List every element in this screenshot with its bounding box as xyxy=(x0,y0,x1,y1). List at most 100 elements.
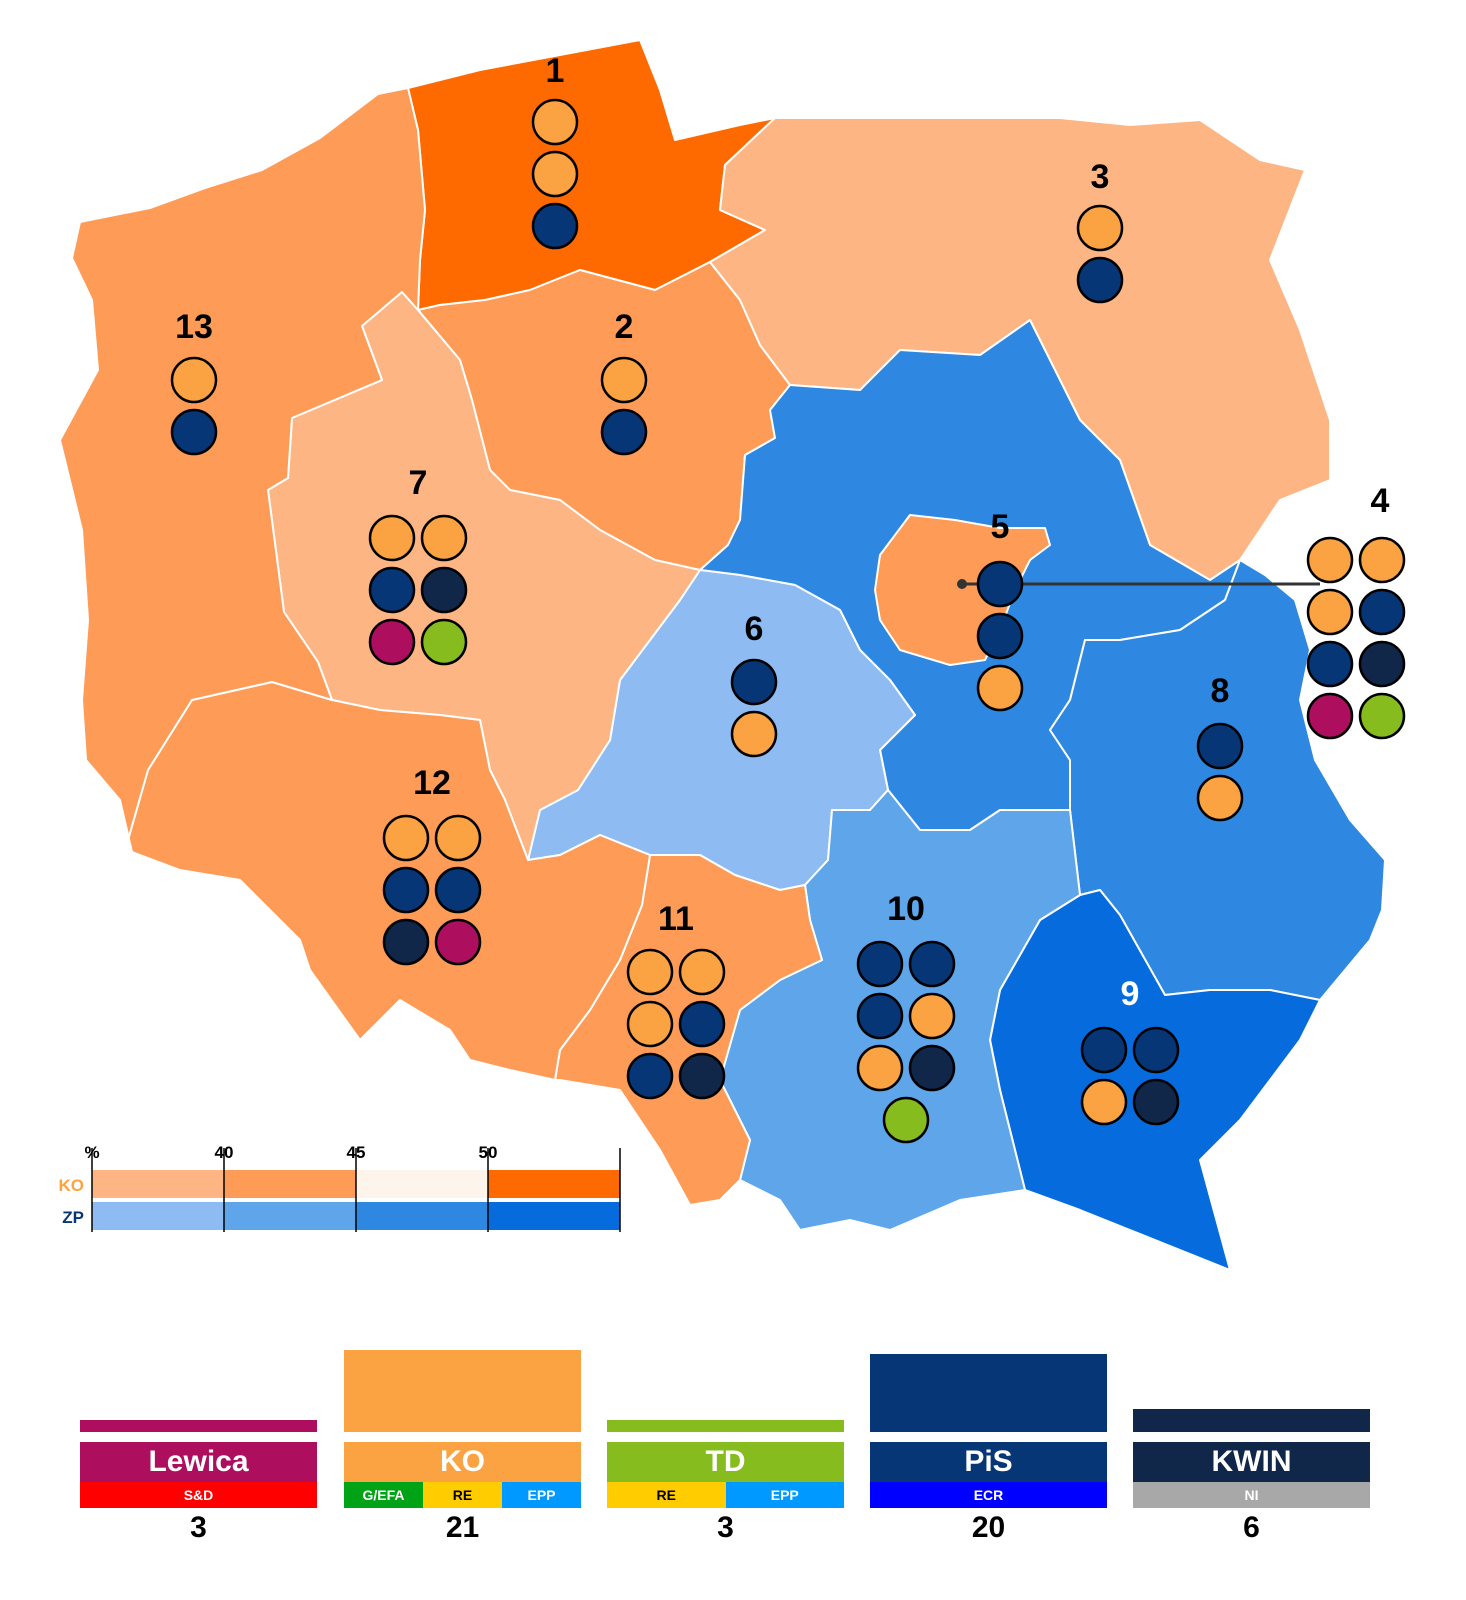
region-label-12: 12 xyxy=(413,764,451,802)
region-5-marker-dot xyxy=(957,579,967,589)
party-seat-count: 6 xyxy=(1243,1511,1260,1544)
region-label-9: 9 xyxy=(1121,975,1140,1013)
mep-dot-ko xyxy=(908,992,956,1040)
mep-dot-ko xyxy=(531,98,579,146)
mep-dot-ko xyxy=(678,948,726,996)
ep-group-epp: EPP xyxy=(725,1482,844,1508)
region-label-10: 10 xyxy=(887,890,925,928)
ep-group-epp: EPP xyxy=(502,1482,581,1508)
region-label-4: 4 xyxy=(1371,482,1390,520)
mep-dot-td xyxy=(1358,692,1406,740)
mep-dot-pis xyxy=(531,202,579,250)
mep-dot-pis xyxy=(730,658,778,706)
mep-dot-lewica xyxy=(434,918,482,966)
mep-dot-ko xyxy=(856,1044,904,1092)
region-label-13: 13 xyxy=(175,308,213,346)
legend-swatch-zp-1 xyxy=(224,1202,356,1230)
region-label-1: 1 xyxy=(546,52,565,90)
mep-dot-td xyxy=(420,618,468,666)
ep-group-re: RE xyxy=(607,1482,726,1508)
mep-dot-pis xyxy=(1196,722,1244,770)
mep-dot-ko xyxy=(1080,1078,1128,1126)
ep-group-sd: S&D xyxy=(80,1482,317,1508)
mep-dot-pis xyxy=(1076,256,1124,304)
mep-dot-pis xyxy=(434,866,482,914)
legend-swatch-zp-0 xyxy=(92,1202,224,1230)
mep-dot-ko xyxy=(626,948,674,996)
mep-dot-lewica xyxy=(1306,692,1354,740)
mep-dot-pis xyxy=(856,992,904,1040)
party-block-kwin: KWIN NI 6 xyxy=(1133,0,1370,1560)
party-seat-count: 3 xyxy=(717,1511,734,1544)
mep-dot-ko xyxy=(730,710,778,758)
region-label-2: 2 xyxy=(615,308,634,346)
mep-dot-ko xyxy=(600,356,648,404)
mep-dot-pis xyxy=(1132,1026,1180,1074)
mep-dot-ko xyxy=(434,814,482,862)
mep-dot-ko xyxy=(1076,204,1124,252)
region-label-11: 11 xyxy=(658,900,694,938)
mep-dot-ko xyxy=(368,514,416,562)
legend-row-label-ko: KO xyxy=(59,1176,85,1195)
mep-dot-pis xyxy=(1080,1026,1128,1074)
mep-dot-kwin xyxy=(382,918,430,966)
mep-dot-pis xyxy=(856,940,904,988)
region-label-6: 6 xyxy=(745,610,764,648)
region-label-5: 5 xyxy=(991,508,1010,546)
legend-swatch-ko-1 xyxy=(224,1170,356,1198)
mep-dot-kwin xyxy=(1358,640,1406,688)
party-seat-bar-ko xyxy=(344,1350,581,1432)
ep-group-ecr: ECR xyxy=(870,1482,1107,1508)
legend-swatch-ko-2 xyxy=(356,1170,488,1198)
party-ep-groups: S&D xyxy=(80,1482,317,1508)
party-name: KWIN xyxy=(1133,1442,1370,1482)
mep-dot-td xyxy=(882,1096,930,1144)
mep-dot-pis xyxy=(678,1000,726,1048)
party-seat-count: 3 xyxy=(190,1511,207,1544)
ep-group-re: RE xyxy=(423,1482,502,1508)
region-13 xyxy=(59,87,426,853)
mep-dot-ko xyxy=(170,356,218,404)
mep-dot-kwin xyxy=(908,1044,956,1092)
party-seat-count: 21 xyxy=(445,1511,480,1544)
party-ep-groups: ECR xyxy=(870,1482,1107,1508)
mep-dot-ko xyxy=(531,150,579,198)
ep-group-gefa: G/EFA xyxy=(344,1482,423,1508)
party-seat-count: 20 xyxy=(971,1511,1006,1544)
party-ep-groups: G/EFA RE EPP xyxy=(344,1482,581,1508)
mep-dot-ko xyxy=(382,814,430,862)
party-seat-bar-pis xyxy=(870,1353,1107,1432)
party-block-td: TD RE EPP 3 xyxy=(607,0,844,1560)
mep-dot-kwin xyxy=(420,566,468,614)
party-seat-bar-td xyxy=(607,1420,844,1432)
mep-dot-lewica xyxy=(368,618,416,666)
mep-dot-pis xyxy=(1306,640,1354,688)
mep-dot-ko xyxy=(420,514,468,562)
party-block-pis: PiS ECR 20 xyxy=(870,0,1107,1560)
mep-dot-ko xyxy=(1196,774,1244,822)
mep-dot-ko xyxy=(976,664,1024,712)
ep-group-ni: NI xyxy=(1133,1482,1370,1508)
party-block-lewica: Lewica S&D 3 xyxy=(80,0,317,1560)
region-label-7: 7 xyxy=(409,464,428,502)
legend-swatch-zp-2 xyxy=(356,1202,488,1230)
mep-dot-pis xyxy=(382,866,430,914)
party-name: PiS xyxy=(870,1442,1107,1482)
mep-dot-pis xyxy=(600,408,648,456)
mep-dot-pis xyxy=(976,612,1024,660)
mep-dot-kwin xyxy=(678,1052,726,1100)
mep-dot-ko xyxy=(1358,536,1406,584)
mep-dot-pis xyxy=(368,566,416,614)
legend-swatch-ko-0 xyxy=(92,1170,224,1198)
party-name: KO xyxy=(344,1442,581,1482)
mep-dot-pis xyxy=(976,560,1024,608)
party-ep-groups: NI xyxy=(1133,1482,1370,1508)
party-seat-bar-lewica xyxy=(80,1420,317,1432)
mep-dot-pis xyxy=(626,1052,674,1100)
mep-dot-pis xyxy=(1358,588,1406,636)
region-label-8: 8 xyxy=(1211,672,1230,710)
region-label-3: 3 xyxy=(1091,158,1110,196)
legend-swatch-zp-3 xyxy=(488,1202,620,1230)
party-block-ko: KO G/EFA RE EPP 21 xyxy=(344,0,581,1560)
